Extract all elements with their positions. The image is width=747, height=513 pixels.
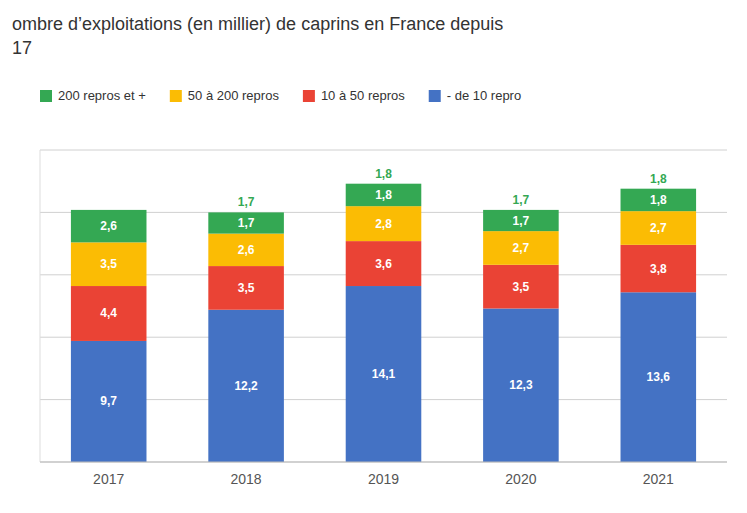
bar-segment — [208, 266, 284, 310]
x-tick-labels: 2017 2018 2019 2020 2021 — [93, 471, 674, 487]
x-axis-line — [40, 462, 727, 463]
bar-segment — [71, 341, 147, 462]
data-label: 2,7 — [513, 241, 530, 255]
data-label: 9,7 — [100, 394, 117, 408]
data-label: 3,8 — [650, 262, 667, 276]
data-label: 4,4 — [100, 306, 117, 320]
data-label: 2,8 — [375, 217, 392, 231]
data-label: 3,5 — [238, 281, 255, 295]
data-label: 2,6 — [238, 243, 255, 257]
data-label: 12,3 — [509, 378, 533, 392]
bar-segment — [621, 245, 697, 292]
data-label: 1,8 — [375, 188, 392, 202]
bar-segment — [346, 184, 422, 206]
title: ombre d’exploitations (en millier) de ca… — [12, 14, 503, 34]
legend-label: 50 à 200 repros — [188, 88, 280, 103]
annotation: 1,8 — [650, 172, 667, 186]
annotations: 1,7 1,8 1,7 1,8 — [238, 167, 667, 210]
bar-segment — [208, 234, 284, 266]
x-tick-label: 2018 — [231, 471, 262, 487]
bar-segment — [208, 310, 284, 462]
x-tick-label: 2017 — [93, 471, 124, 487]
bar-segment — [71, 242, 147, 286]
annotation: 1,8 — [375, 167, 392, 181]
bar-segment — [621, 292, 697, 462]
bar-segment — [208, 212, 284, 233]
bar-segment — [483, 265, 559, 309]
grid-line — [40, 150, 727, 151]
x-tick-label: 2020 — [505, 471, 536, 487]
chart: ombre d’exploitations (en millier) de ca… — [0, 0, 747, 513]
annotation: 1,7 — [238, 195, 255, 209]
bar-segment — [483, 231, 559, 265]
legend: 200 repros et + 50 à 200 repros 10 à 50 re… — [40, 88, 521, 103]
legend-swatch — [429, 90, 441, 102]
grid-line — [40, 462, 727, 463]
x-tick-label: 2019 — [368, 471, 399, 487]
data-label: 14,1 — [372, 367, 396, 381]
bars — [71, 184, 696, 462]
data-label: 3,5 — [513, 280, 530, 294]
data-label: 2,7 — [650, 221, 667, 235]
bar-segment — [621, 211, 697, 245]
data-label: 1,7 — [513, 214, 530, 228]
data-label: 13,6 — [647, 370, 671, 384]
data-label: 3,6 — [375, 257, 392, 271]
bar-segment — [483, 210, 559, 231]
legend-swatch — [170, 90, 182, 102]
annotation: 1,7 — [513, 193, 530, 207]
bar-segment — [71, 286, 147, 341]
bar-segment — [346, 286, 422, 462]
bar-segment — [346, 241, 422, 286]
bar-segment — [621, 189, 697, 211]
bar-segment — [346, 206, 422, 241]
data-label: 1,7 — [238, 216, 255, 230]
x-tick-label: 2021 — [643, 471, 674, 487]
legend-swatch — [40, 90, 52, 102]
data-label: 2,6 — [100, 219, 117, 233]
title: 17 — [12, 38, 32, 58]
legend-label: 200 repros et + — [58, 88, 146, 103]
y-axis-line — [40, 150, 41, 462]
grid — [40, 150, 727, 462]
legend-label: - de 10 repro — [447, 88, 521, 103]
data-label: 1,8 — [650, 193, 667, 207]
data-label: 3,5 — [100, 257, 117, 271]
data-labels: 9,7 4,4 3,5 2,6 12,2 3,5 2,6 1,7 14,1 3,6 2,8 1,8 12… — [100, 188, 670, 409]
bar-segment — [483, 308, 559, 462]
legend-swatch — [303, 90, 315, 102]
data-label: 12,2 — [234, 379, 258, 393]
bar-segment — [71, 210, 147, 242]
legend-label: 10 à 50 repros — [321, 88, 405, 103]
